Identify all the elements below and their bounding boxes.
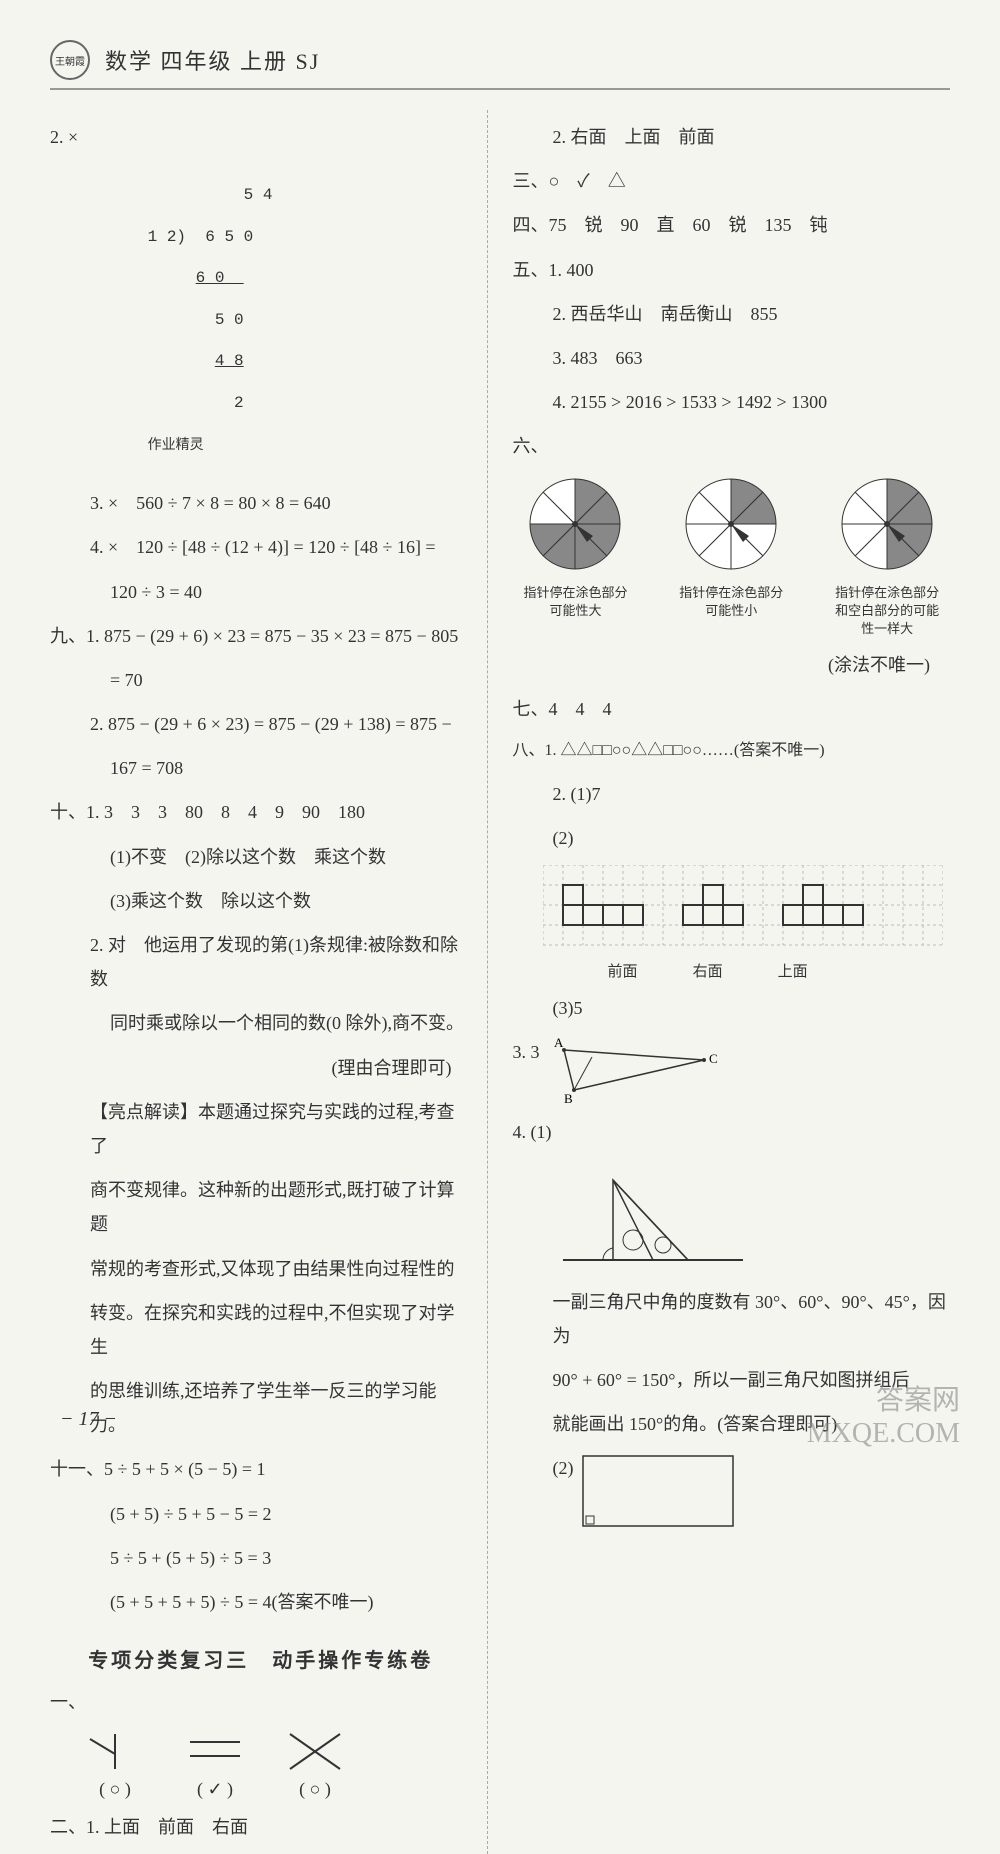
s5-2: 2. 西岳华山 南岳衡山 855 [513,297,950,331]
page-header-title: 数学 四年级 上册 SJ [105,44,320,76]
mark-1: ( ○ ) [80,1779,150,1800]
s11-b: (5 + 5) ÷ 5 + 5 − 5 = 2 [50,1497,472,1531]
mark-2: ( ✓ ) [180,1779,250,1800]
s5-1: 五、1. 400 [513,253,950,287]
q4a: 4. × 120 ÷ [48 ÷ (12 + 4)] = 120 ÷ [48 ÷… [50,530,472,564]
s10-1b: (3)乘这个数 除以这个数 [50,884,472,918]
q4b: 120 ÷ 3 = 40 [50,575,472,609]
svg-text:C: C [709,1051,718,1066]
s9-2a: 2. 875 − (29 + 6 × 23) = 875 − (29 + 138… [50,707,472,741]
svg-text:A: A [554,1035,564,1050]
triangle-abc-icon: A C B [544,1035,724,1105]
s8-2-1: 2. (1)7 [513,777,950,811]
watermark: 答案网 MXQE.COM [807,1384,960,1451]
long-division: 5 4 1 2) 6 5 0 6 0 5 0 4 8 2 作业精灵 [90,164,472,476]
s9-1a: 九、1. 875 − (29 + 6) × 23 = 875 − 35 × 23… [50,619,472,653]
grid-views-svg [543,865,943,955]
s10-2a: 2. 对 他运用了发现的第(1)条规律:被除数和除数 [50,928,472,996]
s8-4-2: (2) [513,1451,950,1531]
s8-2-2: (2) [513,821,950,855]
highlight-d: 转变。在探究和实践的过程中,不但实现了对学生 [50,1296,472,1364]
angle-icon-1 [80,1724,150,1774]
view-right-label: 右面 [693,960,723,981]
pie3-caption: 指针停在涂色部分和空白部分的可能性一样大 [832,584,942,639]
s10-1a: (1)不变 (2)除以这个数 乘这个数 [50,840,472,874]
s2-1: 二、1. 上面 前面 右面 [50,1810,472,1844]
view-front-label: 前面 [608,960,638,981]
s8-4-1: 4. (1) [513,1115,950,1149]
section-1: 一、 [50,1688,472,1714]
triangle-ruler-icon [553,1160,753,1270]
s8-1: 八、1. △△□□○○△△□□○○……(答案不唯一) [513,736,950,766]
s4: 四、75 锐 90 直 60 锐 135 钝 [513,208,950,242]
highlight-b: 商不变规律。这种新的出题形式,既打破了计算题 [50,1173,472,1241]
r2: 2. 右面 上面 前面 [513,120,950,154]
angle-icon-2 [180,1724,250,1774]
s7: 七、4 4 4 [513,692,950,726]
s5-4: 4. 2155 > 2016 > 1533 > 1492 > 1300 [513,385,950,419]
view-top-label: 上面 [778,960,808,981]
s9-2b: 167 = 708 [50,751,472,785]
s10-1: 十、1. 3 3 3 80 8 4 9 90 180 [50,795,472,829]
s5-3: 3. 483 663 [513,341,950,375]
s11-c: 5 ÷ 5 + (5 + 5) ÷ 5 = 3 [50,1541,472,1575]
s11-d: (5 + 5 + 5 + 5) ÷ 5 = 4(答案不唯一) [50,1585,472,1619]
pie2-caption: 指针停在涂色部分可能性小 [676,584,786,620]
s6: 六、 [513,429,950,463]
angle-icon-3 [280,1724,350,1774]
sub-title: 专项分类复习三 动手操作专练卷 [50,1644,472,1673]
rectangle-icon [578,1451,738,1531]
left-column: 2. × 5 4 1 2) 6 5 0 6 0 5 0 4 8 2 作业精灵 3… [50,110,488,1854]
page-number: − 17 − [60,1408,117,1431]
highlight: 【亮点解读】本题通过探究与实践的过程,考查了 [50,1095,472,1163]
s8-4-a: 一副三角尺中角的度数有 30°、60°、90°、45°，因为 [513,1285,950,1353]
q3: 3. × 560 ÷ 7 × 8 = 80 × 8 = 640 [50,486,472,520]
svg-text:B: B [564,1091,573,1105]
pie1-caption: 指针停在涂色部分可能性大 [520,584,630,620]
s10-2b: 同时乘或除以一个相同的数(0 除外),商不变。 [50,1006,472,1040]
q2-label: 2. × [50,120,472,154]
pie-chart-1 [525,474,625,574]
pie-note: (涂法不唯一) [513,648,950,682]
mark-3: ( ○ ) [280,1779,350,1800]
s10-2c: (理由合理即可) [50,1051,472,1085]
right-column: 2. 右面 上面 前面 三、○ ✓ △ 四、75 锐 90 直 60 锐 135… [513,110,950,1854]
pie-chart-3 [837,474,937,574]
s8-2-3: (3)5 [513,991,950,1025]
pie-chart-2 [681,474,781,574]
s11-a: 十一、5 ÷ 5 + 5 × (5 − 5) = 1 [50,1452,472,1486]
s3: 三、○ ✓ △ [513,164,950,198]
s8-3: 3. 3 ACB [513,1035,950,1105]
book-logo: 王朝霞 [50,40,90,80]
s9-1b: = 70 [50,663,472,697]
highlight-c: 常规的考查形式,又体现了由结果性向过程性的 [50,1252,472,1286]
